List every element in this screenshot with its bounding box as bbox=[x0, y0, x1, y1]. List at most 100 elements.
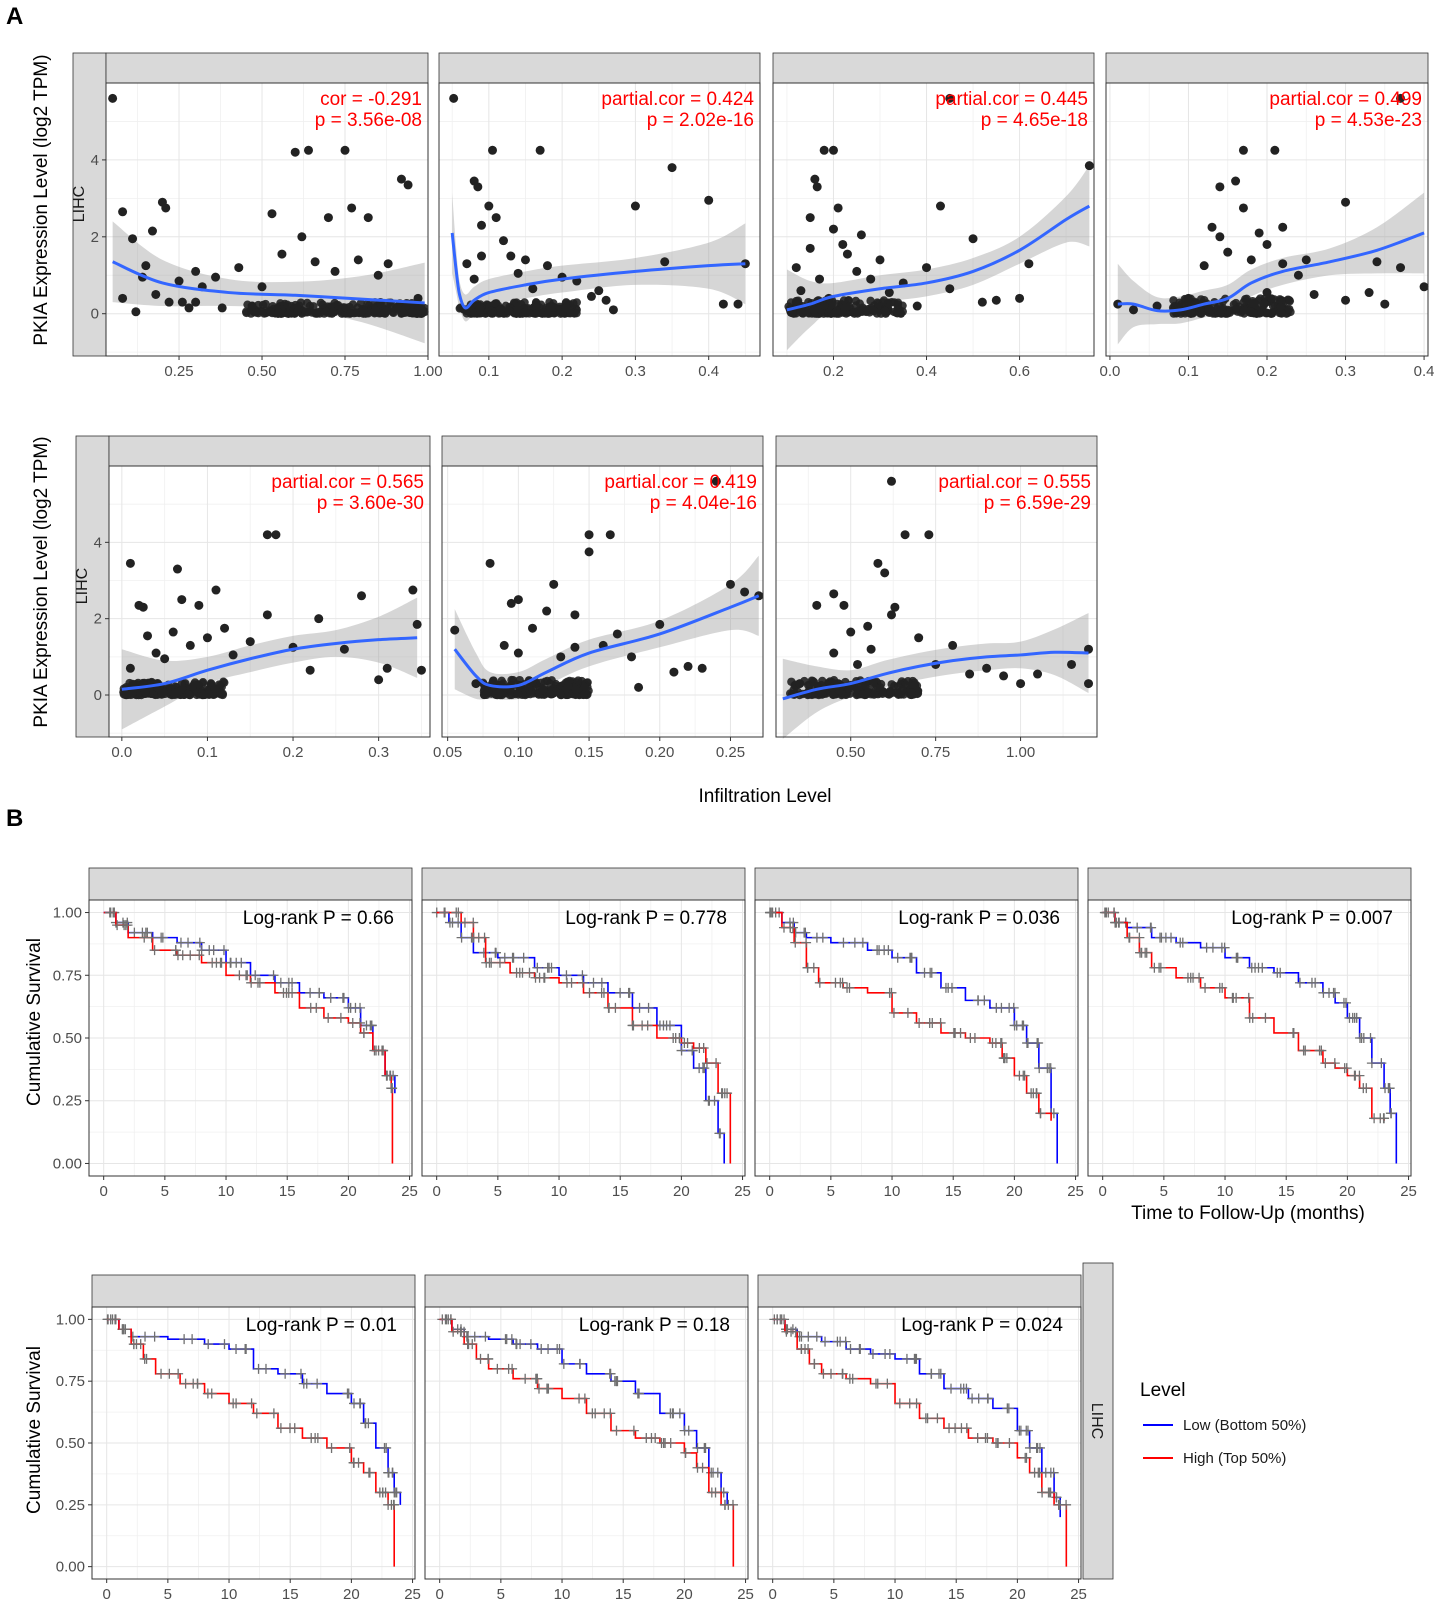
scatter-neutrophil-point bbox=[482, 690, 491, 700]
km-b-cell-censor-mark bbox=[170, 945, 181, 956]
km-cd4-t-cell-censor-mark bbox=[790, 937, 801, 948]
scatter-purity-point bbox=[177, 297, 187, 307]
km-dendritic-cell-censor-mark bbox=[590, 1408, 601, 1419]
scatter-cd8-t-cell-trend-line bbox=[786, 204, 1091, 312]
scatter-cd4-t-cell-point bbox=[1254, 228, 1264, 238]
km-neutrophil-censor-mark bbox=[280, 1368, 291, 1379]
km-pkia-censor-mark bbox=[946, 1383, 957, 1394]
km-macrophage-censor-mark bbox=[1132, 922, 1143, 933]
km-b-cell-tick-label-y: 0.50 bbox=[53, 1030, 82, 1047]
scatter-purity-point bbox=[174, 276, 184, 286]
km-pkia-tick-label-x: 5 bbox=[830, 1586, 838, 1603]
km-neutrophil-censor-mark bbox=[260, 1363, 271, 1374]
scatter-cd8-t-cell-point bbox=[898, 301, 907, 310]
scatter-dendritic-cell-point bbox=[948, 640, 958, 650]
km-neutrophil-censor-mark bbox=[228, 1398, 239, 1409]
scatter-b-cell-point bbox=[462, 259, 472, 269]
km-dendritic-cell-censor-mark bbox=[632, 1388, 643, 1399]
row-strip-a2-bg bbox=[75, 435, 110, 738]
scatter-purity-p-label: p = 3.56e-08 bbox=[315, 110, 422, 131]
scatter-neutrophil-point bbox=[555, 689, 565, 699]
scatter-cd4-t-cell-point bbox=[1263, 308, 1272, 318]
km-b-cell-censor-mark bbox=[183, 937, 194, 948]
scatter-cd4-t-cell-point bbox=[1246, 307, 1256, 317]
scatter-purity-point bbox=[383, 259, 393, 269]
km-cd4-t-cell-tick-label-x: 20 bbox=[1006, 1183, 1023, 1200]
km-neutrophil-tick-label-x: 10 bbox=[221, 1586, 238, 1603]
km-b-cell-censor-mark bbox=[105, 907, 116, 918]
km-neutrophil-tick-label-y: 0.00 bbox=[56, 1559, 85, 1576]
scatter-neutrophil-point bbox=[579, 690, 588, 700]
km-macrophage-tick-label-x: 5 bbox=[1160, 1183, 1168, 1200]
km-pkia-censor-mark bbox=[1024, 1442, 1035, 1453]
km-macrophage-censor-mark bbox=[1306, 977, 1317, 988]
scatter-purity-point bbox=[413, 293, 423, 303]
scatter-cd8-t-cell-point bbox=[812, 182, 822, 192]
km-pkia-censor-mark bbox=[855, 1344, 866, 1355]
km-b-cell-censor-mark bbox=[149, 945, 160, 956]
scatter-macrophage-point bbox=[160, 654, 170, 664]
km-b-cell-censor-mark bbox=[335, 1012, 346, 1023]
km-macrophage-censor-mark bbox=[1166, 932, 1177, 943]
km-neutrophil-tick-label-x: 25 bbox=[404, 1586, 421, 1603]
km-dendritic-cell-censor-mark bbox=[611, 1376, 622, 1387]
km-cd4-t-cell-censor-mark bbox=[946, 982, 957, 993]
scatter-macrophage-point bbox=[126, 690, 136, 700]
km-pkia-censor-mark bbox=[809, 1358, 820, 1369]
scatter-dendritic-cell-point bbox=[873, 558, 883, 568]
scatter-cd4-t-cell-point bbox=[1293, 270, 1303, 280]
scatter-dendritic-cell-point bbox=[863, 621, 873, 631]
km-cd4-t-cell-censor-mark bbox=[924, 1017, 935, 1028]
scatter-b-cell-point bbox=[477, 251, 487, 261]
km-pkia-logrank-label: Log-rank P = 0.024 bbox=[901, 1315, 1063, 1336]
scatter-b-cell-tick-label-x: 0.3 bbox=[625, 363, 646, 380]
km-cd4-t-cell-censor-mark bbox=[1001, 1053, 1012, 1064]
km-cd8-t-cell-censor-mark bbox=[584, 987, 595, 998]
km-dendritic-cell-censor-mark bbox=[507, 1363, 518, 1374]
scatter-macrophage-point bbox=[271, 530, 281, 540]
km-cd8-t-cell-censor-mark bbox=[687, 1045, 698, 1056]
scatter-cd8-t-cell-point bbox=[809, 305, 819, 315]
km-dendritic-cell-censor-mark bbox=[463, 1339, 474, 1350]
scatter-dendritic-cell-point bbox=[1067, 659, 1077, 669]
km-b-cell-censor-mark bbox=[254, 977, 265, 988]
scatter-b-cell-point bbox=[521, 308, 531, 318]
scatter-cd8-t-cell-point bbox=[810, 174, 820, 184]
km-neutrophil-censor-mark bbox=[306, 1433, 317, 1444]
scatter-cd4-t-cell-tick-label-x: 0.2 bbox=[1257, 363, 1278, 380]
km-macrophage-censor-mark bbox=[1177, 937, 1188, 948]
scatter-cd4-t-cell-point bbox=[1207, 222, 1217, 232]
km-macrophage-censor-mark bbox=[1124, 932, 1135, 943]
km-neutrophil-tick-label-x: 0 bbox=[103, 1586, 111, 1603]
scatter-neutrophil-point bbox=[549, 579, 559, 589]
scatter-cd4-t-cell-point bbox=[1186, 309, 1195, 318]
km-b-cell-censor-mark bbox=[194, 937, 205, 948]
km-neutrophil-censor-mark bbox=[202, 1388, 213, 1399]
scatter-neutrophil-point bbox=[506, 598, 516, 608]
scatter-neutrophil-strip bbox=[441, 435, 764, 467]
scatter-purity-tick-label-x: 0.75 bbox=[330, 363, 359, 380]
scatter-cd4-t-cell-point bbox=[1309, 289, 1319, 299]
km-cd4-t-cell-censor-mark bbox=[811, 932, 822, 943]
scatter-macrophage-point bbox=[194, 600, 204, 610]
km-cd8-t-cell-censor-mark bbox=[703, 1095, 714, 1106]
scatter-cd4-t-cell-p-label: p = 4.53e-23 bbox=[1315, 110, 1422, 131]
scatter-cd8-t-cell-point bbox=[787, 308, 797, 318]
scatter-cd8-t-cell-point bbox=[828, 224, 838, 234]
km-cd4-t-cell-censor-mark bbox=[969, 1033, 980, 1043]
km-macrophage-censor-mark bbox=[1354, 1033, 1365, 1043]
scatter-cd8-t-cell-point bbox=[833, 203, 843, 213]
scatter-purity-tick-label-y: 0 bbox=[91, 306, 99, 323]
scatter-cd4-t-cell-point bbox=[1276, 302, 1285, 312]
scatter-macrophage-point bbox=[220, 623, 230, 633]
km-macrophage-censor-mark bbox=[1257, 962, 1268, 973]
scatter-b-cell-point bbox=[449, 93, 459, 103]
scatter-dendritic-cell-point bbox=[1016, 679, 1026, 689]
km-b-cell-censor-mark bbox=[194, 950, 205, 961]
scatter-purity-point bbox=[108, 93, 118, 103]
km-cd8-t-cell-censor-mark bbox=[532, 962, 543, 973]
scatter-dendritic-cell-trend-line bbox=[782, 650, 1089, 701]
km-cd8-t-cell-censor-mark bbox=[604, 1002, 615, 1013]
